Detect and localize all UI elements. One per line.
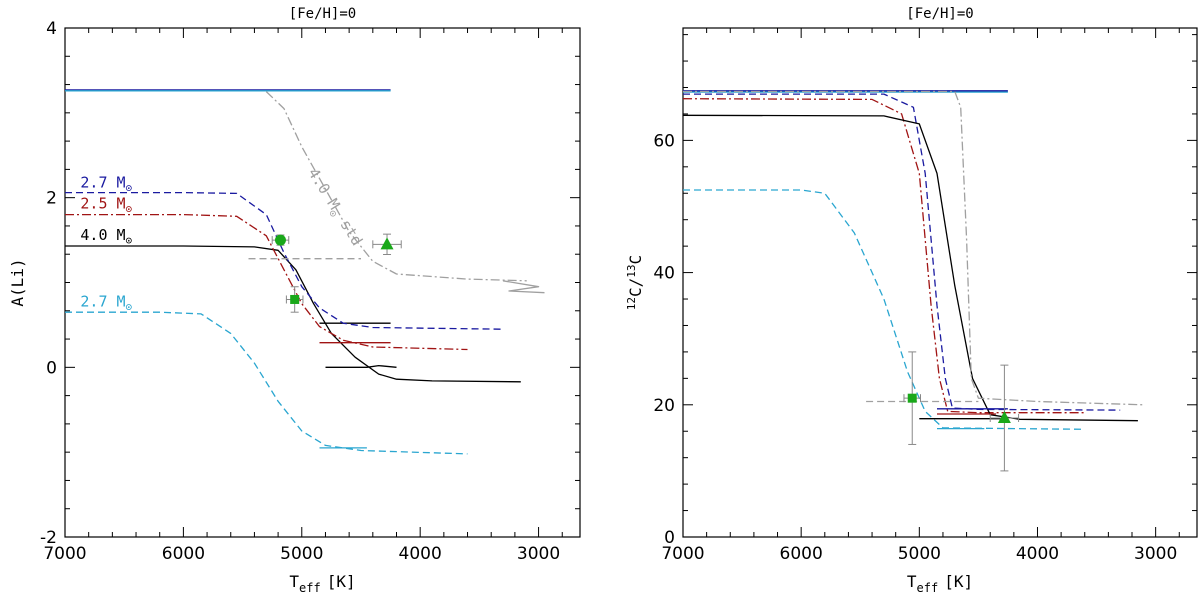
mass-label: 2.7 M⊙ (80, 173, 132, 194)
chart-title: [Fe/H]=0 (289, 6, 356, 22)
x-axis-title-main: T (289, 572, 299, 591)
data-area (683, 90, 1144, 472)
mass-label-text: 2.5 M (80, 195, 125, 213)
x-tick-label: 5000 (898, 544, 941, 564)
sun-symbol: ⊙ (126, 300, 133, 313)
triangle-marker (997, 411, 1011, 424)
x-tick-label: 4000 (399, 544, 442, 564)
mass-label: 2.5 M⊙ (80, 195, 132, 216)
data-area (65, 89, 545, 455)
x-tick-label: 4000 (1016, 544, 1059, 564)
y-tick-label: 60 (653, 131, 675, 151)
y-axis-title: A(Li) (8, 258, 27, 306)
x-axis-title-unit: [K] (944, 572, 973, 591)
series-line-13 (502, 280, 545, 294)
y-axis-title-sup: 12 (625, 297, 638, 310)
sun-symbol: ⊙ (126, 234, 133, 247)
x-axis-title-sub: eff (917, 581, 939, 595)
y-axis-title-sup: 13 (625, 264, 638, 277)
series-line-6 (683, 189, 1085, 430)
data-point-square (285, 286, 304, 313)
y-tick-label: 0 (664, 528, 675, 548)
y-axis-title-main: C/ (626, 278, 645, 297)
series-line-4 (65, 191, 504, 330)
mass-label-text: 2.7 M (80, 292, 125, 310)
data-point-triangle (989, 364, 1020, 472)
sun-symbol: ⊙ (126, 203, 133, 216)
series-line-11 (265, 91, 527, 282)
mass-label: 2.7 M⊙ (80, 292, 132, 313)
mass-label-text: 2.7 M (80, 173, 125, 191)
chart-title: [Fe/H]=0 (906, 6, 973, 22)
series-line-5 (683, 114, 1138, 422)
x-tick-label: 3000 (1134, 544, 1177, 564)
y-tick-label: 2 (46, 189, 57, 209)
x-tick-label: 5000 (280, 544, 323, 564)
plot-frame (682, 27, 1198, 538)
y-tick-label: -2 (40, 528, 57, 548)
mass-label: 4.0 M⊙ (80, 226, 132, 247)
series-line-2 (325, 364, 397, 368)
mass-label-suffix: std (332, 209, 366, 249)
mass-label-text: 4.0 M (80, 226, 125, 244)
data-point-square (903, 351, 922, 445)
series-line-4 (683, 98, 1085, 414)
x-tick-label: 7000 (661, 544, 704, 564)
x-tick-label: 6000 (162, 544, 205, 564)
data-point-triangle (372, 233, 402, 256)
y-axis-title-main: C (626, 255, 645, 265)
x-tick-label: 7000 (43, 544, 86, 564)
x-axis-title: Teff [K] (907, 572, 973, 595)
y-tick-label: 20 (653, 396, 675, 416)
plot-frame (64, 27, 581, 538)
chart-panel-1: 7000 6000 5000 4000 3000 -2 0 2 4 [Fe/H]=0 Teff [K]… (8, 6, 581, 595)
x-axis-title-unit: [K] (327, 572, 356, 591)
circle-marker (274, 234, 286, 246)
y-axis-title: 12C/13C (625, 255, 645, 310)
series-line-7 (683, 90, 1144, 406)
x-axis-title-main: T (907, 572, 917, 591)
data-point-circle (271, 234, 290, 246)
x-axis-title: Teff [K] (289, 572, 355, 595)
series-line-3 (683, 93, 1121, 411)
y-tick-label: 0 (46, 358, 57, 378)
x-tick-label: 3000 (517, 544, 560, 564)
chart-panel-2: 7000 6000 5000 4000 3000 0 20 40 60 [Fe/H]=0 Teff [… (625, 6, 1198, 595)
y-tick-label: 4 (46, 19, 57, 39)
square-marker (290, 294, 300, 304)
mass-label-text: 4.0 M (304, 165, 343, 213)
series-line-1 (65, 245, 521, 383)
square-marker (907, 393, 917, 403)
triangle-marker (380, 237, 394, 250)
mass-label: 4.0 M⊙ std (302, 165, 366, 251)
sun-symbol: ⊙ (126, 181, 133, 194)
series-line-7 (65, 311, 468, 455)
x-axis-title-sub: eff (299, 581, 321, 595)
y-tick-label: 40 (653, 264, 675, 284)
x-tick-label: 6000 (780, 544, 823, 564)
